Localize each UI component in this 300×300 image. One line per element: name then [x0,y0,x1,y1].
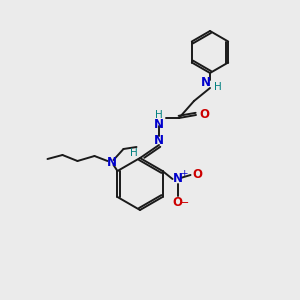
Text: N: N [154,134,164,148]
Text: O: O [172,196,182,209]
Text: H: H [155,110,163,120]
Text: +: + [180,169,187,178]
Text: H: H [130,148,138,158]
Text: N: N [172,172,182,185]
Text: O: O [193,169,202,182]
Text: O: O [199,109,209,122]
Text: N: N [201,76,211,89]
Text: N: N [154,118,164,130]
Text: N: N [106,157,116,169]
Text: H: H [214,82,222,92]
Text: −: − [180,198,189,208]
